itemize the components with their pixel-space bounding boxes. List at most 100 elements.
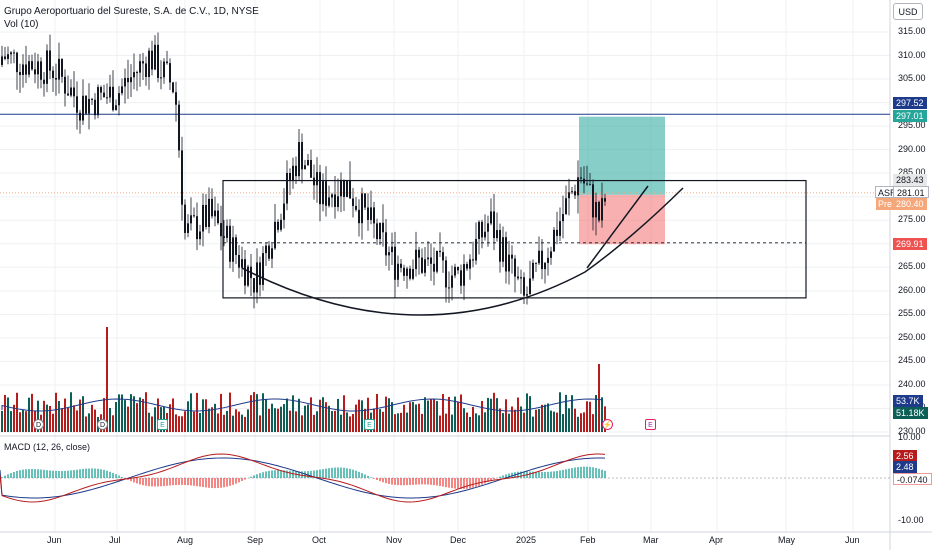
candle-body (40, 61, 42, 80)
candle-body (211, 198, 213, 217)
volume-bar (274, 408, 276, 432)
macd-histogram-bar (67, 470, 69, 478)
candle-body (253, 278, 255, 293)
candle-body (442, 252, 444, 261)
macd-histogram-bar (349, 468, 351, 478)
volume-bar (346, 412, 348, 432)
candle-body (352, 198, 354, 206)
candle-body (244, 259, 246, 286)
volume-bar (85, 416, 87, 432)
volume-bar (58, 400, 60, 432)
time-tick: Aug (177, 535, 194, 545)
target-price-tag: 297.01 (893, 110, 927, 122)
macd-histogram-bar (271, 470, 273, 478)
macd-histogram-bar (292, 470, 294, 478)
split-event-icon[interactable]: ⚡ (602, 419, 613, 430)
volume-bar (352, 414, 354, 432)
macd-histogram-bar (43, 469, 45, 478)
macd-histogram-bar (334, 467, 336, 478)
volume-bar (574, 408, 576, 432)
candle-body (334, 194, 336, 207)
volume-bar (475, 413, 477, 432)
macd-histogram-bar (595, 467, 597, 478)
macd-histogram-bar (517, 471, 519, 478)
candle-body (190, 215, 192, 224)
currency-button[interactable]: USD (893, 3, 923, 20)
macd-legend[interactable]: MACD (12, 26, close) (4, 442, 91, 452)
volume-bar (298, 398, 300, 432)
volume-bar (25, 411, 27, 432)
candle-body (523, 277, 525, 296)
volume-legend[interactable]: Vol (10) (4, 19, 39, 30)
volume-bar (193, 411, 195, 432)
candle-body (151, 50, 153, 70)
volume-bar (547, 403, 549, 432)
candle-body (112, 86, 114, 111)
candle-body (163, 61, 165, 78)
volume-bar (91, 404, 93, 432)
entry-label: Pre (876, 198, 895, 210)
macd-histogram-bar (112, 472, 114, 478)
candle-body (508, 254, 510, 272)
macd-histogram-bar (469, 478, 471, 489)
earnings-event-icon[interactable]: E (364, 419, 375, 430)
volume-bar (358, 399, 360, 432)
macd-histogram-bar (178, 478, 180, 485)
macd-histogram-bar (283, 470, 285, 478)
volume-bar (124, 400, 126, 432)
macd-histogram-bar (250, 476, 252, 478)
dividend-event-icon[interactable]: D (33, 419, 44, 430)
candle-body (169, 63, 171, 83)
macd-histogram-bar (418, 478, 420, 485)
candle-body (109, 86, 111, 98)
candle-body (592, 184, 594, 218)
macd-histogram-bar (436, 478, 438, 486)
volume-bar (421, 413, 423, 432)
candle-body (511, 254, 513, 259)
macd-histogram-bar (64, 470, 66, 478)
candle-body (364, 193, 366, 208)
macd-histogram-bar (592, 467, 594, 478)
macd-histogram-bar (382, 478, 384, 483)
volume-bar (388, 398, 390, 432)
price-tick: 310.00 (898, 49, 926, 60)
candle-body (283, 203, 285, 220)
volume-bar (448, 396, 450, 432)
volume-bar (157, 398, 159, 432)
candle-body (292, 165, 294, 181)
candle-body (277, 221, 279, 230)
volume-bar (31, 393, 33, 432)
candle-body (199, 231, 201, 240)
volume-bar (259, 415, 261, 432)
volume-bar (559, 392, 561, 432)
candle-body (10, 52, 12, 55)
candle-body (559, 221, 561, 236)
volume-bar (13, 404, 15, 432)
macd-histogram-bar (181, 478, 183, 485)
time-tick: Jul (109, 535, 121, 545)
volume-bar (457, 401, 459, 432)
box-top-price-tag: 283.43 (893, 174, 927, 186)
macd-histogram-bar (325, 468, 327, 478)
upcoming-earnings-icon[interactable]: E (645, 419, 656, 430)
candle-body (328, 197, 330, 206)
volume-bar (337, 398, 339, 432)
volume-bar (304, 405, 306, 432)
macd-histogram-bar (277, 470, 279, 478)
volume-bar (595, 395, 597, 432)
candle-body (430, 257, 432, 264)
macd-histogram-bar (397, 478, 399, 486)
volume-bar (526, 393, 528, 432)
volume-bar (589, 401, 591, 432)
earnings-event-icon[interactable]: E (157, 419, 168, 430)
dividend-event-icon[interactable]: D (97, 419, 108, 430)
volume-bar (169, 404, 171, 432)
macd-histogram-bar (244, 478, 246, 480)
volume-bar (445, 413, 447, 432)
macd-histogram-bar (61, 470, 63, 478)
volume-bar (202, 399, 204, 432)
candle-body (208, 198, 210, 227)
entry-price-tag: 280.40 (893, 198, 927, 210)
price-tick: 250.00 (898, 331, 926, 342)
